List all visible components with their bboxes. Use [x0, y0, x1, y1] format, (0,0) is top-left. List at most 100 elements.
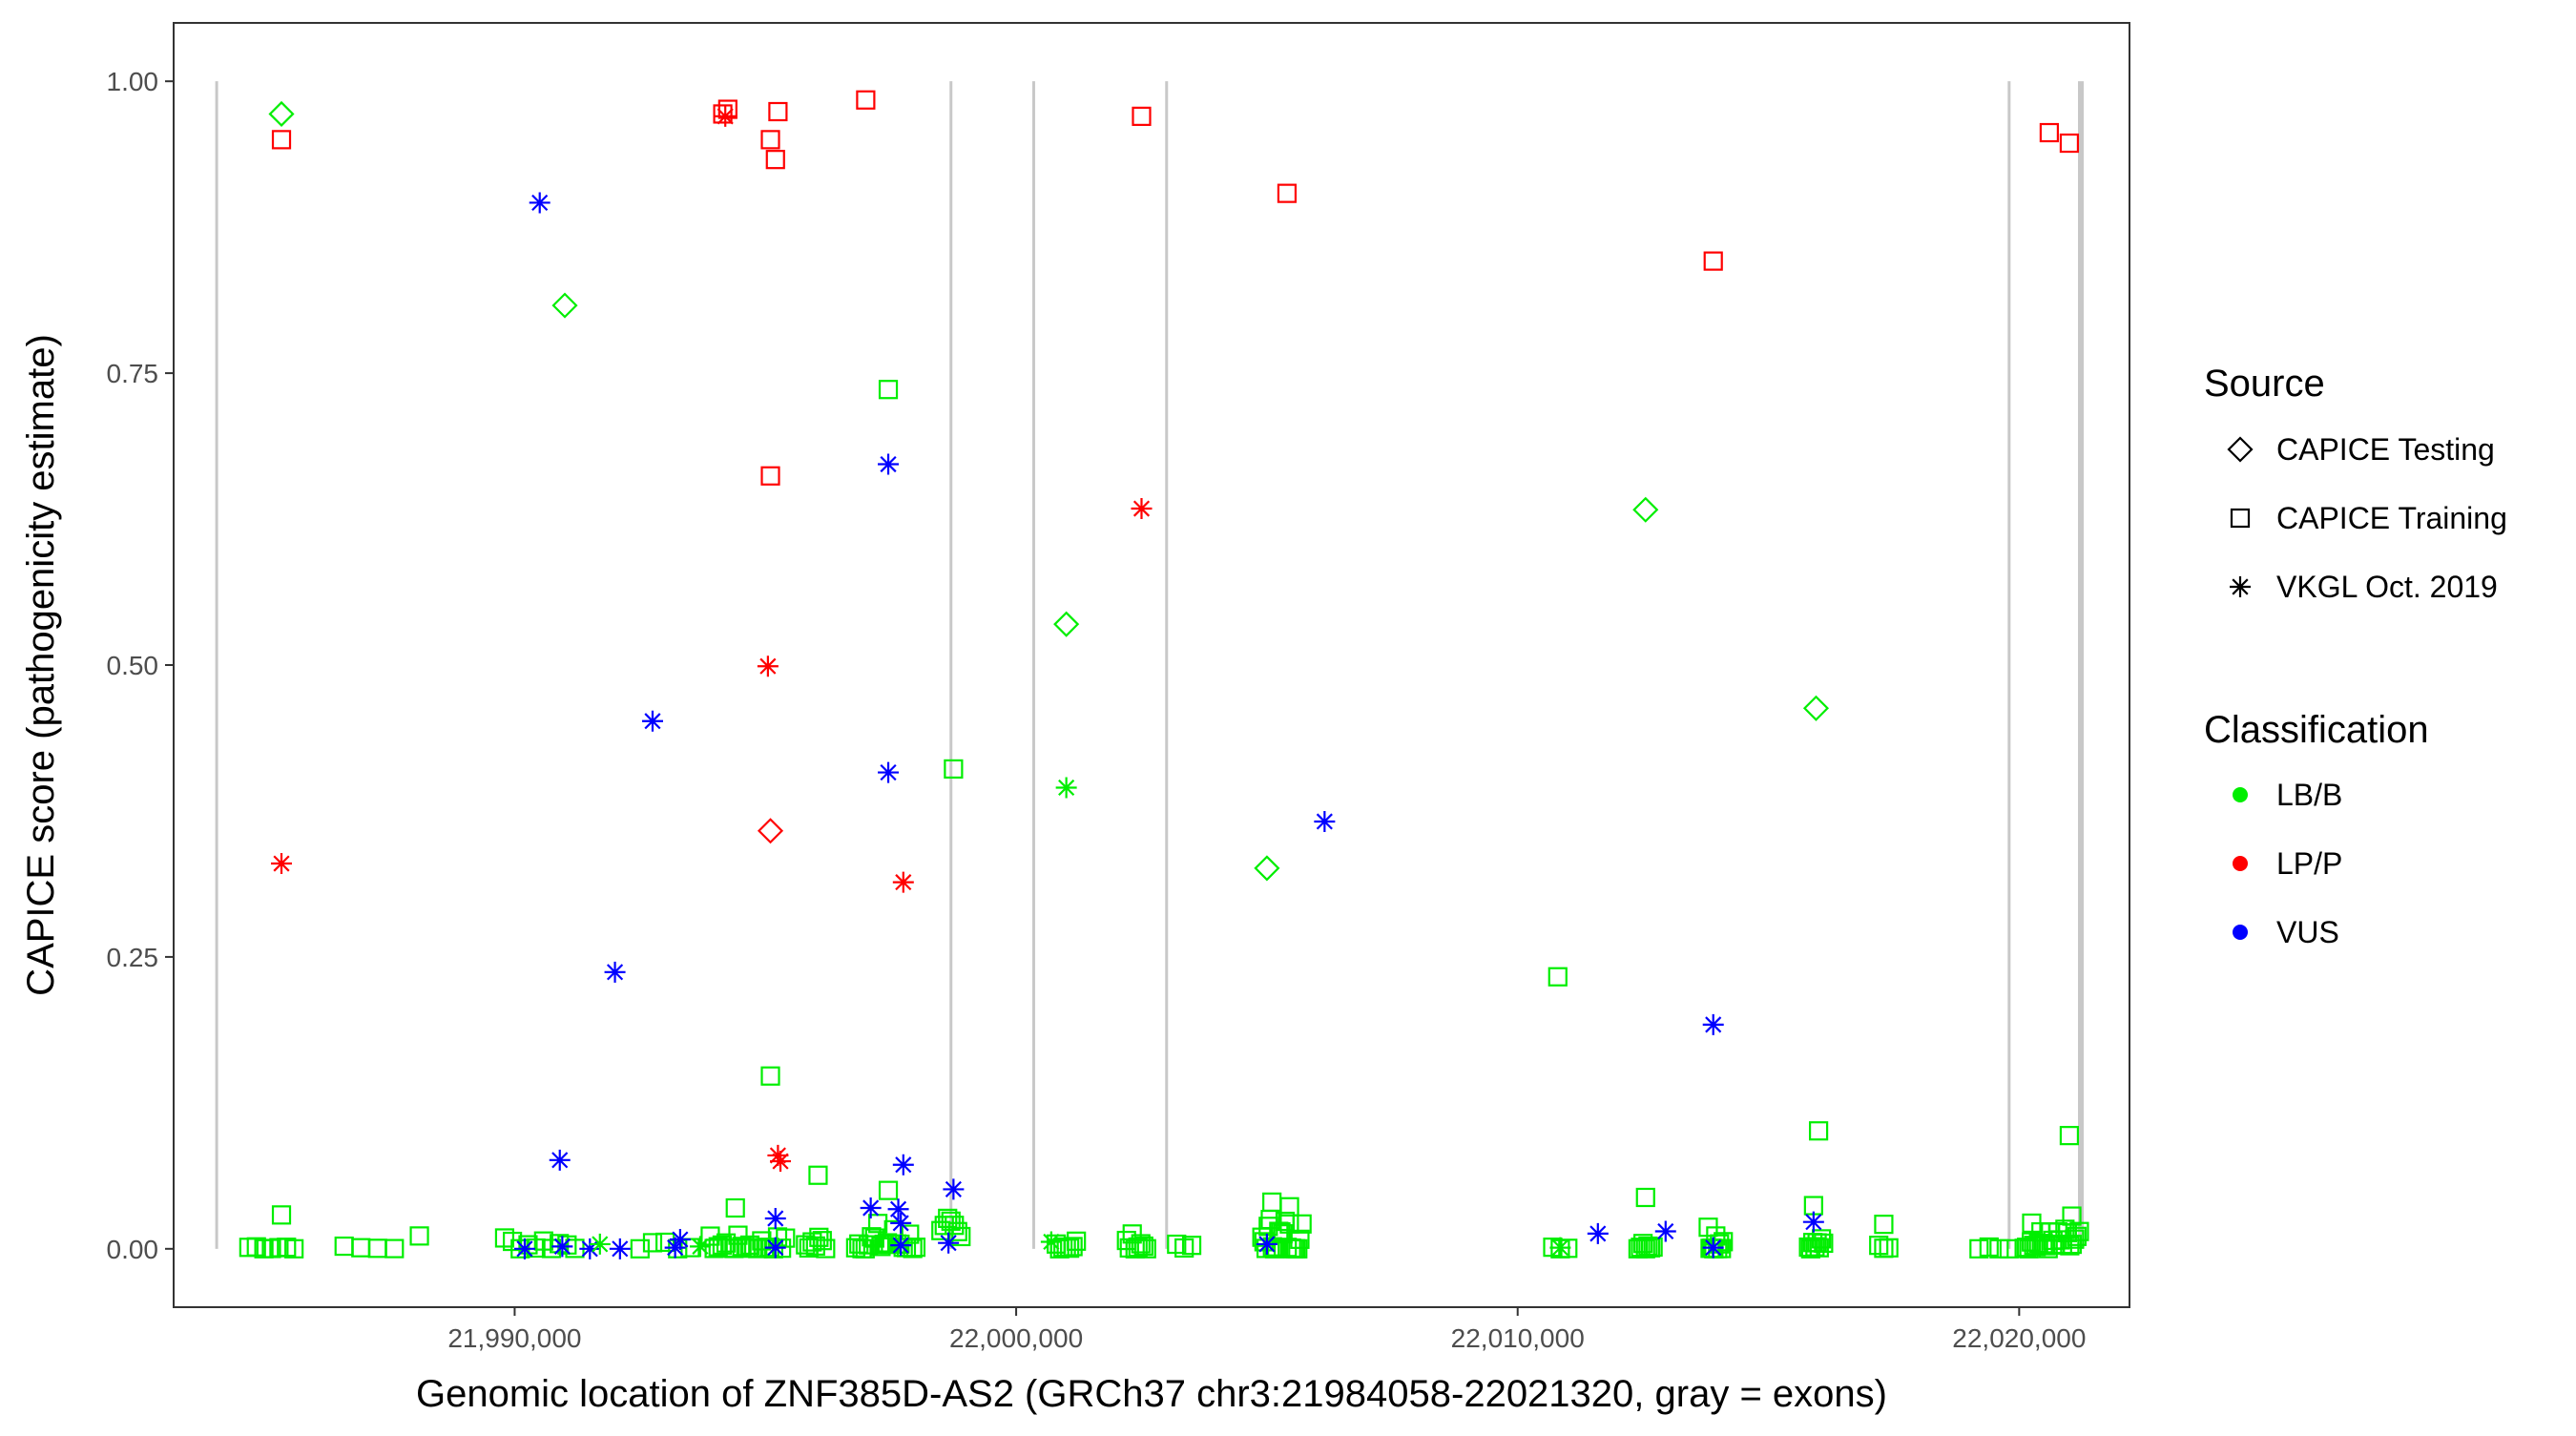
cluster-point [1131, 1234, 1151, 1254]
cluster-point [947, 1221, 967, 1241]
data-point [938, 1232, 960, 1254]
cluster-point [1067, 1231, 1087, 1251]
data-point [609, 1238, 631, 1259]
cluster-point [2069, 1221, 2089, 1241]
cluster-point [1979, 1237, 1999, 1258]
cluster-point [1989, 1238, 2009, 1259]
data-point [1254, 855, 1280, 882]
data-point [715, 105, 737, 127]
legend-title-classification: Classification [2204, 709, 2429, 751]
data-point [890, 1212, 912, 1234]
x-axis-title: Genomic location of ZNF385D-AS2 (GRCh37 … [416, 1373, 1887, 1415]
data-point [1279, 1197, 1299, 1217]
legend-label-classification: LP/P [2276, 846, 2342, 881]
data-point [1802, 695, 1830, 721]
data-point [2062, 1206, 2082, 1226]
data-point [770, 1151, 792, 1173]
y-tick-label: 0.25 [107, 943, 159, 972]
cluster-point [630, 1238, 650, 1259]
legend-key-asterisk [2230, 576, 2251, 597]
data-point [1802, 1211, 1824, 1233]
data-point [1053, 611, 1080, 637]
cluster-point [1643, 1237, 1663, 1258]
data-point [1874, 1215, 1894, 1235]
data-point [669, 1229, 691, 1251]
y-tick-label: 0.00 [107, 1235, 159, 1264]
cluster-point [384, 1238, 405, 1259]
legend-label-source: VKGL Oct. 2019 [2276, 570, 2498, 604]
cluster-point [2067, 1226, 2088, 1246]
data-point [1702, 1237, 1724, 1259]
data-point [725, 1197, 745, 1218]
data-point [878, 380, 899, 400]
data-point [808, 1165, 828, 1185]
legend-label-classification: LB/B [2276, 778, 2342, 812]
data-point [1548, 967, 1568, 987]
cluster-point [938, 1208, 958, 1228]
x-tick-label: 22,010,000 [1451, 1323, 1585, 1353]
data-point [551, 1236, 573, 1258]
cluster-point [655, 1232, 675, 1253]
data-point [529, 192, 551, 214]
cluster-point [1812, 1229, 1832, 1249]
cluster-point [1136, 1238, 1156, 1259]
cluster-point [951, 1226, 971, 1247]
data-point [1632, 496, 1659, 523]
cluster-point [905, 1238, 926, 1258]
bottom-point-clusters [239, 1208, 2089, 1259]
legend-label-classification: VUS [2276, 915, 2339, 949]
data-point [1314, 810, 1336, 832]
data-point [271, 130, 292, 150]
data-point [890, 1235, 912, 1257]
data-point [856, 90, 876, 110]
x-tick-label: 21,990,000 [447, 1323, 581, 1353]
data-point [764, 1208, 786, 1229]
y-tick-label: 0.75 [107, 359, 159, 388]
data-point [409, 1226, 429, 1246]
data-point [689, 1236, 711, 1258]
data-point [764, 1237, 786, 1259]
cluster-point [945, 1216, 965, 1236]
data-point [713, 104, 733, 124]
data-point [579, 1238, 601, 1259]
y-axis-title: CAPICE score (pathogenicity estimate) [20, 334, 62, 996]
legend-key-diamond [2227, 436, 2254, 463]
y-tick-label: 1.00 [107, 67, 159, 96]
y-axis: 0.00 0.25 0.50 0.75 1.00 [107, 67, 174, 1264]
cluster-point [941, 1211, 961, 1231]
data-point [767, 1144, 789, 1166]
data-point [757, 656, 779, 677]
legend-key-color [2233, 925, 2248, 940]
data-point [1809, 1121, 1829, 1141]
cluster-point [246, 1237, 266, 1257]
plot-panel [173, 22, 2130, 1308]
cluster-point [1714, 1232, 1734, 1252]
data-point [1703, 251, 1723, 271]
x-tick-label: 22,000,000 [949, 1323, 1083, 1353]
data-point [551, 292, 578, 319]
data-point [760, 466, 780, 486]
cluster-point [1969, 1238, 1989, 1259]
cluster-point [1869, 1236, 1889, 1256]
exon-lines [215, 81, 2085, 1249]
data-point [1040, 1231, 1062, 1253]
data-point [1635, 1187, 1655, 1208]
legend: Source CAPICE Testing CAPICE Training VKGL … [2204, 363, 2507, 949]
cluster-point [1292, 1214, 1312, 1234]
data-point [1549, 1237, 1571, 1259]
data-point [892, 1154, 914, 1176]
cluster-point [809, 1227, 829, 1247]
data-point [2059, 1126, 2080, 1146]
data-point [271, 853, 293, 875]
data-point [1654, 1220, 1676, 1242]
legend-label-source: CAPICE Training [2276, 501, 2507, 535]
data-point [268, 100, 295, 127]
data-point [2039, 122, 2059, 143]
cluster-point [816, 1238, 836, 1259]
cluster-point [1133, 1236, 1153, 1257]
cluster-point [1633, 1234, 1653, 1254]
x-tick-label: 22,020,000 [1952, 1323, 2086, 1353]
data-point [549, 1149, 571, 1171]
data-point [641, 710, 663, 732]
